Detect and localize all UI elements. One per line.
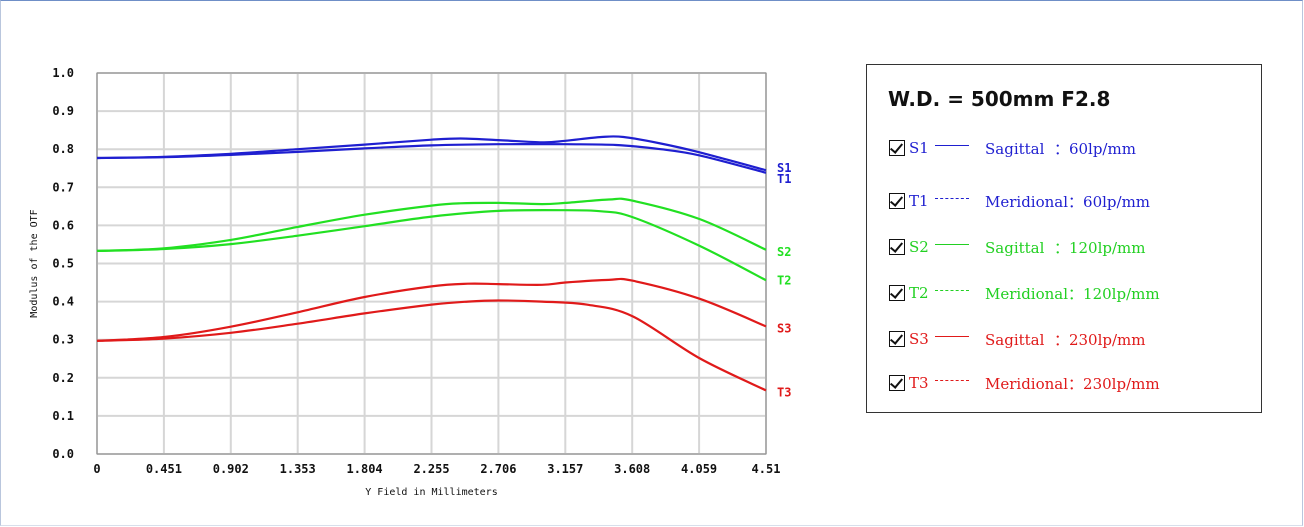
checkbox-icon[interactable] (889, 193, 905, 209)
y-tick-label: 0.0 (52, 447, 74, 461)
legend-row-t1: T1 Meridional：60lp/mm (889, 189, 1150, 213)
legend-line-sample (933, 141, 973, 155)
end-label-s1: S1 (777, 161, 791, 175)
legend-series-id: S3 (909, 330, 929, 348)
checkbox-icon[interactable] (889, 285, 905, 301)
series-line-t2 (96, 208, 767, 282)
legend-series-label: Meridional：230lp/mm (985, 374, 1160, 393)
legend-series-label: Meridional：120lp/mm (985, 284, 1160, 303)
series-line-s2 (96, 197, 767, 252)
legend-row-s1: S1 Sagittal ：60lp/mm (889, 136, 1136, 160)
legend-series-id: T3 (909, 374, 929, 392)
x-axis-label: Y Field in Millimeters (365, 487, 497, 498)
x-tick-label: 3.157 (547, 462, 583, 476)
y-tick-label: 0.2 (52, 371, 74, 385)
x-tick-label: 0.902 (213, 462, 249, 476)
x-tick-label: 4.51 (752, 462, 781, 476)
legend-series-label: Sagittal ：230lp/mm (985, 330, 1146, 349)
x-tick-label: 2.706 (480, 462, 516, 476)
end-label-s3: S3 (777, 321, 791, 335)
legend-line-sample (933, 286, 973, 300)
y-tick-label: 0.6 (52, 218, 74, 232)
x-tick-label: 0.451 (146, 462, 182, 476)
x-tick-label: 0 (93, 462, 100, 476)
legend-row-t2: T2 Meridional：120lp/mm (889, 281, 1160, 305)
y-tick-label: 0.1 (52, 409, 74, 423)
checkbox-icon[interactable] (889, 375, 905, 391)
legend-series-label: Meridional：60lp/mm (985, 192, 1151, 211)
y-tick-label: 0.4 (52, 295, 74, 309)
legend-series-label: Sagittal ：120lp/mm (985, 238, 1146, 257)
legend-line-sample (933, 332, 973, 346)
legend-line-sample (933, 194, 973, 208)
legend-series-id: S2 (909, 238, 929, 256)
legend-series-id: S1 (909, 139, 929, 157)
y-tick-label: 0.7 (52, 180, 74, 194)
x-tick-label: 4.059 (681, 462, 717, 476)
y-tick-label: 0.5 (52, 257, 74, 271)
y-axis-label: Modulus of the OTF (29, 209, 40, 317)
y-tick-label: 1.0 (52, 66, 74, 80)
series-line-t1 (96, 143, 767, 174)
legend-box: W.D. = 500mm F2.8 S1 Sagittal ：60lp/mm T1 M… (866, 64, 1262, 413)
series-line-t3 (96, 299, 767, 392)
grid (96, 72, 767, 455)
x-tick-label: 1.353 (280, 462, 316, 476)
y-tick-labels: 0.0 0.1 0.2 0.3 0.4 0.5 0.6 0.7 0.8 0.9 1.0 (52, 66, 74, 461)
x-tick-label: 2.255 (413, 462, 449, 476)
series-lines (96, 135, 767, 392)
y-tick-label: 0.9 (52, 104, 74, 118)
legend-series-label: Sagittal ：60lp/mm (985, 139, 1136, 158)
legend-series-id: T1 (909, 192, 929, 210)
x-tick-label: 3.608 (614, 462, 650, 476)
end-label-t3: T3 (777, 385, 791, 399)
series-line-s3 (96, 277, 767, 342)
end-label-t1: T1 (777, 172, 791, 186)
x-tick-label: 1.804 (347, 462, 383, 476)
y-tick-label: 0.8 (52, 142, 74, 156)
y-tick-label: 0.3 (52, 333, 74, 347)
end-label-s2: S2 (777, 245, 791, 259)
legend-series-id: T2 (909, 284, 929, 302)
checkbox-icon[interactable] (889, 331, 905, 347)
end-label-t2: T2 (777, 273, 791, 287)
x-tick-labels: 0 0.451 0.902 1.353 1.804 2.255 2.706 3.157 3.60… (93, 462, 780, 476)
series-line-s1 (96, 135, 767, 172)
checkbox-icon[interactable] (889, 239, 905, 255)
legend-row-s3: S3 Sagittal ：230lp/mm (889, 327, 1145, 351)
legend-line-sample (933, 240, 973, 254)
legend-title: W.D. = 500mm F2.8 (888, 87, 1111, 111)
legend-line-sample (933, 376, 973, 390)
legend-row-t3: T3 Meridional：230lp/mm (889, 371, 1160, 395)
legend-row-s2: S2 Sagittal ：120lp/mm (889, 235, 1145, 259)
plot-border (96, 72, 767, 455)
checkbox-icon[interactable] (889, 140, 905, 156)
